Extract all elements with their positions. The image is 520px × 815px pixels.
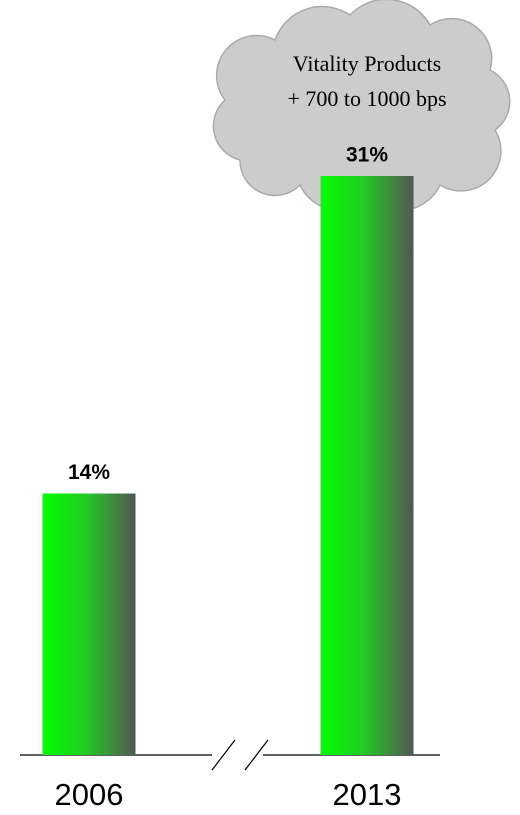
annotation: + 700 to 1000 bps [287, 86, 446, 111]
x-tick-label: 2006 [55, 777, 124, 812]
value-label: 14% [68, 461, 110, 484]
bar [320, 176, 414, 755]
value-label: 31% [346, 144, 388, 167]
x-tick-label: 2013 [333, 777, 402, 812]
bar [42, 493, 136, 755]
annotation: Vitality Products [293, 51, 441, 76]
